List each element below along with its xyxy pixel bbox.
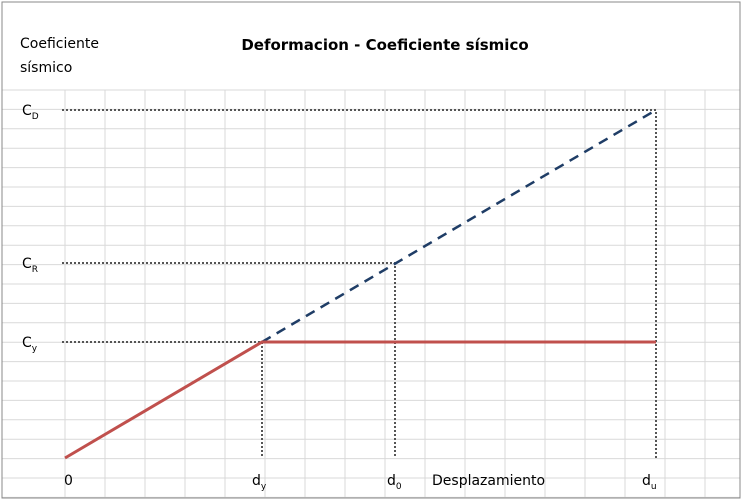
x-label: d0 bbox=[387, 473, 402, 492]
y-axis-label: sísmico bbox=[20, 60, 72, 76]
y-axis-label: Coeficiente bbox=[20, 36, 99, 52]
y-label: Cy bbox=[22, 335, 38, 354]
x-axis-label: Desplazamiento bbox=[432, 473, 545, 489]
x-label: du bbox=[642, 473, 657, 492]
cell-grid bbox=[2, 89, 740, 498]
x-label: dy bbox=[252, 473, 267, 492]
y-label: CR bbox=[22, 256, 38, 275]
bilinear-curve bbox=[64, 340, 656, 460]
title: Deformacion - Coeficiente sísmico bbox=[241, 36, 528, 54]
elastic-extension bbox=[261, 108, 657, 344]
x-label: 0 bbox=[64, 473, 73, 489]
y-label: CD bbox=[22, 103, 39, 122]
